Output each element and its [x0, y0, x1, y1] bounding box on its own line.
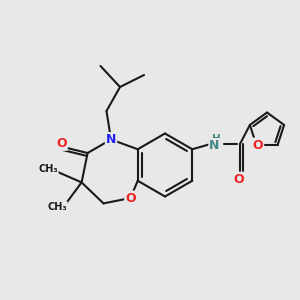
Text: CH₃: CH₃ [47, 202, 67, 212]
Text: CH₃: CH₃ [38, 164, 58, 175]
Text: N: N [106, 133, 116, 146]
Text: N: N [209, 139, 220, 152]
Text: O: O [253, 139, 263, 152]
Text: O: O [56, 137, 67, 150]
Text: O: O [233, 172, 244, 186]
Text: H: H [212, 134, 220, 144]
Text: O: O [125, 191, 136, 205]
